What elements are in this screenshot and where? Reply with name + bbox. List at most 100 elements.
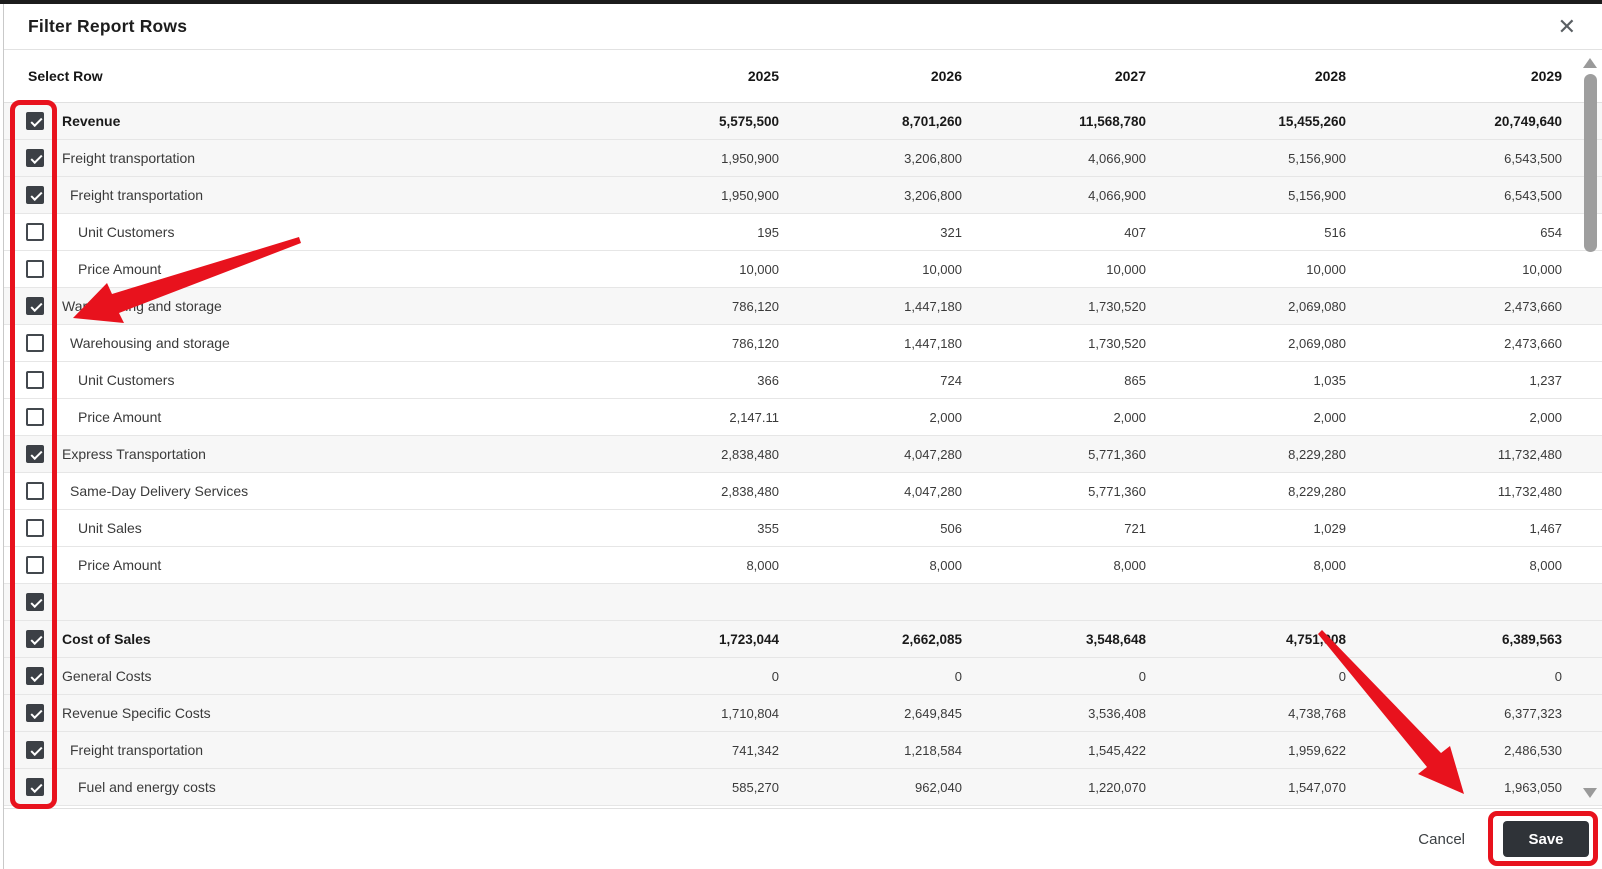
row-value-2026: 0 [954, 668, 962, 684]
row-value-2028: 0 [1338, 668, 1346, 684]
row-value-2026: 1,218,584 [904, 742, 962, 758]
row-checkbox[interactable] [26, 741, 44, 759]
row-label: Unit Sales [78, 520, 142, 536]
row-checkbox[interactable] [26, 112, 44, 130]
table-row: Freight transportation 1,950,900 3,206,8… [4, 177, 1602, 214]
row-value-2029: 6,543,500 [1504, 150, 1562, 166]
row-checkbox[interactable] [26, 149, 44, 167]
row-value-2029: 0 [1554, 668, 1562, 684]
row-checkbox[interactable] [26, 186, 44, 204]
row-value-2026: 4,047,280 [904, 483, 962, 499]
row-checkbox[interactable] [26, 630, 44, 648]
scroll-down-icon[interactable] [1583, 788, 1597, 798]
year-header-2028: 2028 [1314, 68, 1346, 84]
row-label: Freight transportation [62, 150, 196, 166]
row-value-2027: 3,548,648 [1085, 631, 1146, 647]
row-value-2029: 10,000 [1522, 261, 1562, 277]
row-label: Unit Customers [78, 224, 175, 240]
row-value-2028: 4,738,768 [1288, 705, 1346, 721]
table-row: Unit Sales 355 506 721 1,029 1,467 [4, 510, 1602, 547]
row-value-2028: 5,156,900 [1288, 187, 1346, 203]
row-value-2029: 654 [1540, 224, 1562, 240]
dialog-header: Filter Report Rows ✕ [4, 4, 1602, 50]
row-value-2027: 1,730,520 [1088, 298, 1146, 314]
row-value-2028: 10,000 [1306, 261, 1346, 277]
row-checkbox[interactable] [26, 371, 44, 389]
row-value-2028: 8,000 [1313, 557, 1346, 573]
table-row: Revenue Specific Costs 1,710,804 2,649,8… [4, 695, 1602, 732]
scrollbar-thumb[interactable] [1584, 74, 1597, 252]
row-value-2025: 1,723,044 [718, 631, 779, 647]
row-label: Price Amount [78, 409, 162, 425]
row-checkbox[interactable] [26, 223, 44, 241]
row-checkbox[interactable] [26, 482, 44, 500]
row-value-2025: 2,838,480 [721, 483, 779, 499]
row-checkbox[interactable] [26, 667, 44, 685]
row-label: Freight transportation [70, 742, 204, 758]
row-checkbox[interactable] [26, 297, 44, 315]
row-value-2029: 6,543,500 [1504, 187, 1562, 203]
row-value-2028: 1,029 [1313, 520, 1346, 536]
row-checkbox[interactable] [26, 408, 44, 426]
row-value-2026: 724 [940, 372, 962, 388]
row-value-2027: 4,066,900 [1088, 187, 1146, 203]
row-value-2027: 865 [1124, 372, 1146, 388]
row-checkbox[interactable] [26, 704, 44, 722]
row-label: Warehousing and storage [70, 335, 230, 351]
row-value-2028: 8,229,280 [1288, 483, 1346, 499]
row-checkbox[interactable] [26, 778, 44, 796]
row-value-2028: 2,000 [1313, 409, 1346, 425]
save-button[interactable]: Save [1503, 821, 1589, 857]
row-value-2027: 1,545,422 [1088, 742, 1146, 758]
row-value-2027: 1,220,070 [1088, 779, 1146, 795]
row-checkbox[interactable] [26, 519, 44, 537]
row-value-2028: 5,156,900 [1288, 150, 1346, 166]
row-label: General Costs [62, 668, 152, 684]
row-label: Revenue Specific Costs [62, 705, 211, 721]
row-label: Unit Customers [78, 372, 175, 388]
row-value-2029: 6,377,323 [1504, 705, 1562, 721]
row-label: Express Transportation [62, 446, 206, 462]
row-checkbox[interactable] [26, 260, 44, 278]
table-row: Warehousing and storage 786,120 1,447,18… [4, 288, 1602, 325]
row-value-2025: 8,000 [746, 557, 779, 573]
row-value-2027: 11,568,780 [1079, 113, 1146, 129]
scroll-up-icon[interactable] [1583, 58, 1597, 68]
row-value-2027: 2,000 [1113, 409, 1146, 425]
row-value-2029: 11,732,480 [1497, 483, 1562, 499]
year-header-2029: 2029 [1530, 68, 1562, 84]
row-value-2026: 8,701,260 [901, 113, 962, 129]
row-value-2027: 407 [1124, 224, 1146, 240]
row-checkbox[interactable] [26, 445, 44, 463]
year-header-2025: 2025 [747, 68, 779, 84]
row-value-2026: 2,000 [929, 409, 962, 425]
row-value-2025: 741,342 [732, 742, 779, 758]
row-value-2028: 2,069,080 [1288, 335, 1346, 351]
table-row: Freight transportation 1,950,900 3,206,8… [4, 140, 1602, 177]
row-value-2027: 10,000 [1106, 261, 1146, 277]
table-row: Warehousing and storage 786,120 1,447,18… [4, 325, 1602, 362]
row-value-2026: 3,206,800 [904, 187, 962, 203]
cancel-button[interactable]: Cancel [1418, 830, 1465, 848]
row-checkbox[interactable] [26, 556, 44, 574]
row-value-2025: 10,000 [739, 261, 779, 277]
filter-report-rows-dialog: Filter Report Rows ✕ Select Row 2025 202… [4, 4, 1602, 869]
row-value-2029: 1,237 [1529, 372, 1562, 388]
row-label: Warehousing and storage [62, 298, 222, 314]
table-header-row: Select Row 2025 2026 2027 2028 2029 [4, 50, 1602, 103]
row-checkbox[interactable] [26, 593, 44, 611]
row-value-2025: 355 [757, 520, 779, 536]
row-checkbox[interactable] [26, 334, 44, 352]
row-value-2027: 721 [1124, 520, 1146, 536]
row-label: Freight transportation [70, 187, 204, 203]
row-value-2025: 1,950,900 [721, 187, 779, 203]
row-value-2029: 1,963,050 [1504, 779, 1562, 795]
row-value-2028: 1,035 [1313, 372, 1346, 388]
row-value-2025: 1,710,804 [721, 705, 779, 721]
row-value-2026: 1,447,180 [904, 298, 962, 314]
table-row: Freight transportation 741,342 1,218,584… [4, 732, 1602, 769]
row-value-2025: 0 [771, 668, 779, 684]
select-row-header: Select Row [28, 68, 103, 84]
row-value-2025: 366 [757, 372, 779, 388]
close-icon[interactable]: ✕ [1557, 13, 1576, 39]
